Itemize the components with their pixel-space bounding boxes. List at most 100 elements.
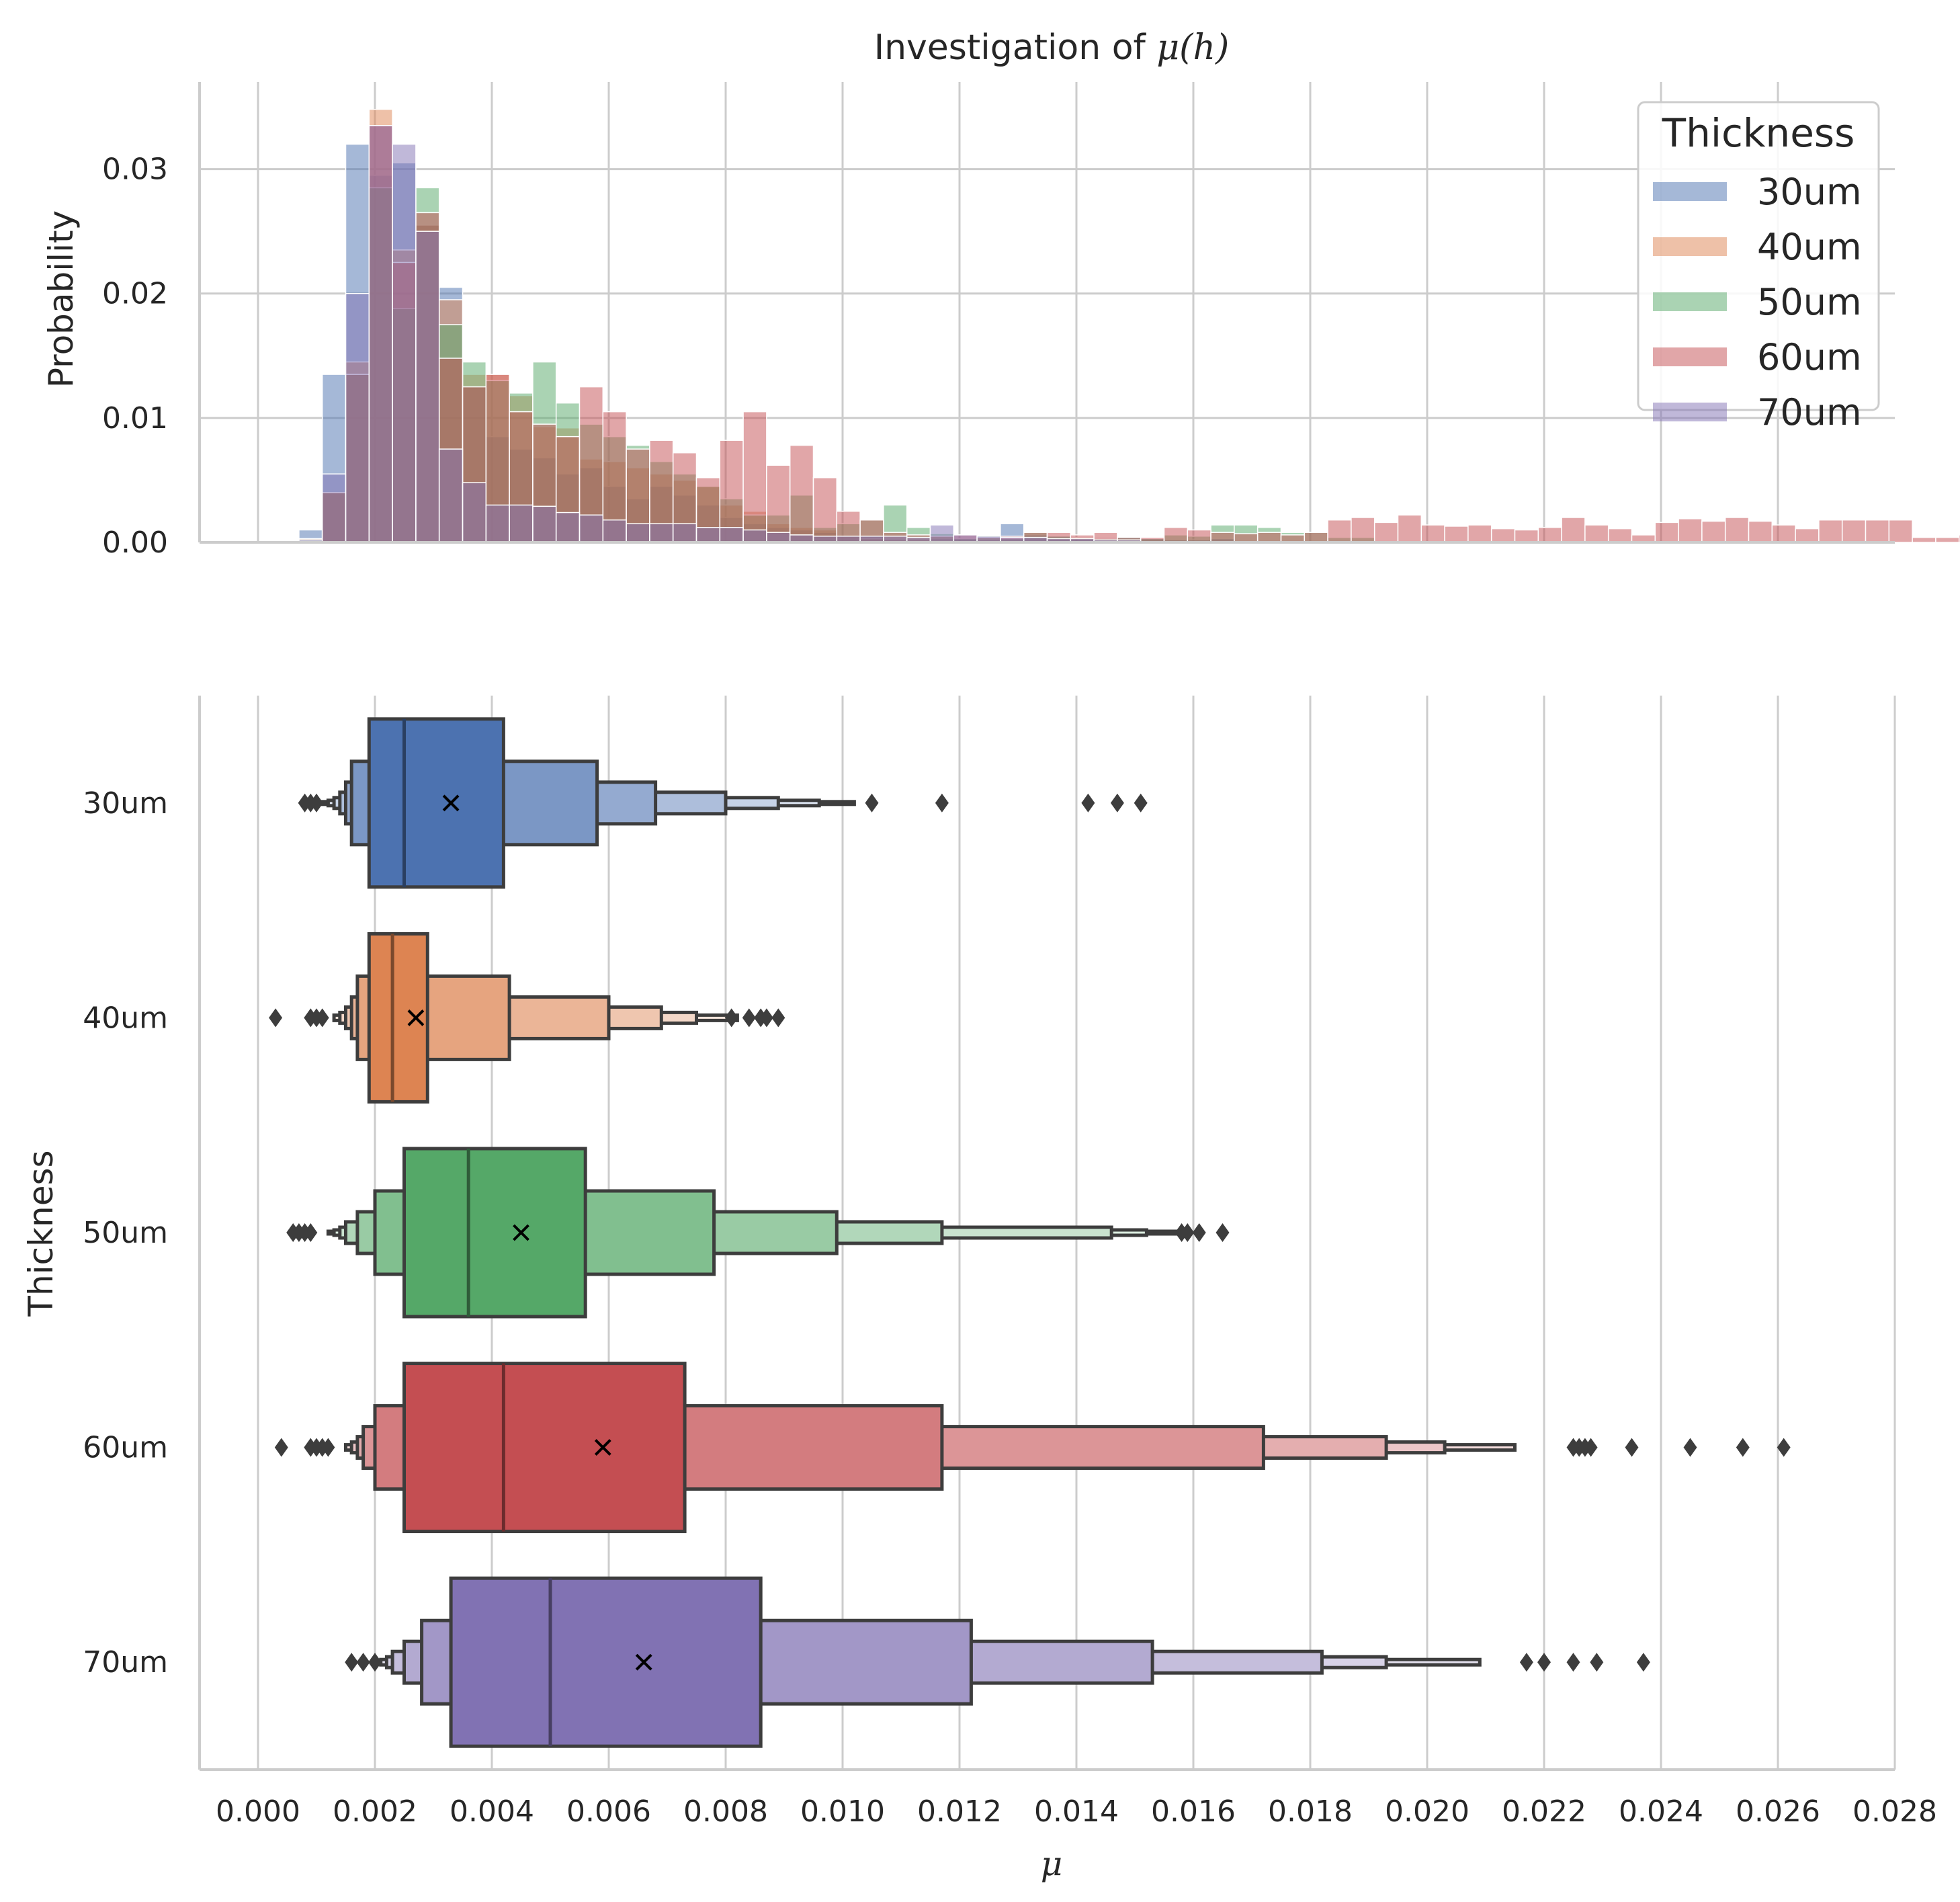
boxen-outlier-40um	[759, 1008, 773, 1028]
boxen-outlier-60um	[1584, 1438, 1598, 1457]
boxen-axes	[198, 696, 1895, 1771]
hist-bar-60um	[1654, 522, 1679, 543]
hist-bar-60um	[1490, 528, 1516, 543]
boxen-outlier-50um	[1181, 1223, 1195, 1242]
hist-bar-60um	[1935, 536, 1960, 543]
boxen-outlier-60um	[1625, 1438, 1639, 1457]
hist-bar-60um	[1327, 519, 1352, 543]
boxen-60um	[274, 1362, 1791, 1534]
hist-bar-60um	[1537, 527, 1562, 543]
hist-bar-60um	[1397, 514, 1422, 543]
boxen-outlier-40um	[724, 1008, 738, 1028]
hist-bar-70um	[462, 482, 487, 543]
hist-bar-70um	[579, 514, 604, 543]
hist-bar-70um	[929, 524, 955, 543]
x-tick-labels: 0.000 0.002 0.004 0.006 0.008 0.010 0.012 0.014…	[216, 1794, 1937, 1829]
x-tick-label: 0.000	[216, 1794, 300, 1829]
boxen-outlier-70um	[1566, 1653, 1580, 1672]
boxen-mean-marker-50um	[513, 1224, 529, 1241]
hist-bar-60um	[1304, 532, 1328, 543]
legend-label-30um: 30um	[1757, 171, 1862, 213]
hist-bar-70um	[695, 527, 721, 543]
hist-bar-60um	[1467, 524, 1492, 543]
histogram-bars	[298, 108, 1960, 543]
histogram-y-tick-label: 0.03	[102, 153, 168, 187]
boxen-30um	[298, 717, 1148, 889]
hist-bar-60um	[1865, 519, 1890, 543]
hist-bar-60um	[1958, 534, 1960, 543]
histogram-y-tick-label: 0.02	[102, 277, 168, 311]
legend-entries: 30um 40um 50um 60um 70um	[1653, 171, 1862, 433]
histogram-y-tick-label: 0.00	[102, 526, 168, 560]
boxen-outlier-30um	[935, 793, 949, 813]
legend-label-70um: 70um	[1757, 391, 1862, 433]
legend-label-40um: 40um	[1757, 226, 1862, 268]
hist-bar-60um	[1373, 522, 1399, 543]
hist-bar-60um	[1748, 520, 1773, 543]
boxen-outlier-70um	[1590, 1653, 1604, 1672]
boxen-panel: 0.000 0.002 0.004 0.006 0.008 0.010 0.012 0.014…	[22, 696, 1937, 1883]
boxen-glyphs	[269, 717, 1791, 1748]
boxen-outlier-50um	[1192, 1223, 1206, 1242]
category-label-30um: 30um	[83, 786, 168, 821]
hist-bar-70um	[321, 473, 347, 543]
histogram-axes	[198, 82, 1895, 544]
histogram-y-tick-labels: 0.00 0.01 0.02 0.03	[102, 153, 168, 560]
x-tick-label: 0.016	[1151, 1794, 1236, 1829]
hist-bar-60um	[1678, 518, 1703, 543]
legend: Thickness 30um 40um 50um 60um 70um	[1637, 101, 1880, 433]
boxen-outlier-60um	[1683, 1438, 1697, 1457]
hist-bar-70um	[672, 523, 697, 543]
boxen-outlier-70um	[368, 1653, 382, 1672]
category-label-60um: 60um	[83, 1431, 168, 1465]
boxen-outlier-30um	[310, 793, 323, 813]
boxen-outlier-70um	[1636, 1653, 1650, 1672]
legend-swatch-70um	[1653, 403, 1727, 421]
legend-frame	[1637, 101, 1880, 411]
x-tick-label: 0.008	[683, 1794, 768, 1829]
x-tick-label: 0.028	[1852, 1794, 1937, 1829]
boxen-outlier-50um	[1216, 1223, 1230, 1242]
hist-bar-60um	[1420, 524, 1445, 543]
boxen-50um	[286, 1147, 1230, 1319]
legend-label-60um: 60um	[1757, 336, 1862, 378]
legend-swatch-40um	[1653, 237, 1727, 256]
boxen-outlier-70um	[1537, 1653, 1551, 1672]
boxen-mean-marker-30um	[442, 794, 460, 812]
hist-bar-60um	[1514, 529, 1539, 543]
boxen-box-50um-level-1	[402, 1147, 587, 1319]
hist-bar-60um	[1888, 519, 1913, 543]
hist-bar-60um	[1187, 529, 1211, 543]
hist-bar-60um	[1771, 524, 1796, 543]
y-axis-label-probability: Probability	[42, 210, 81, 388]
hist-bar-60um	[1561, 517, 1586, 543]
boxen-outlier-40um	[269, 1008, 283, 1028]
legend-swatch-30um	[1653, 182, 1727, 201]
hist-bar-70um	[742, 529, 767, 543]
boxen-outlier-30um	[1134, 793, 1148, 813]
legend-swatch-60um	[1653, 347, 1727, 366]
hist-bar-70um	[438, 448, 464, 543]
category-tick-labels: 30um 40um 50um 60um 70um	[83, 786, 168, 1680]
boxen-outlier-60um	[321, 1438, 335, 1457]
hist-bar-70um	[719, 527, 744, 543]
hist-bar-60um	[1912, 536, 1936, 543]
x-tick-label: 0.012	[917, 1794, 1002, 1829]
x-tick-label: 0.020	[1385, 1794, 1469, 1829]
category-label-50um: 50um	[83, 1216, 168, 1250]
hist-bar-60um	[1210, 532, 1235, 543]
hist-bar-70um	[392, 143, 417, 543]
hist-bar-70um	[766, 532, 791, 543]
hist-bar-60um	[1841, 519, 1867, 543]
category-label-70um: 70um	[83, 1645, 168, 1680]
boxen-box-30um-level-1	[367, 717, 505, 889]
x-tick-label: 0.010	[800, 1794, 885, 1829]
chart-title: Investigation of μ(h)	[874, 28, 1230, 68]
boxen-box-60um-level-1	[402, 1362, 687, 1534]
hist-bar-70um	[649, 523, 674, 543]
boxen-outlier-40um	[742, 1008, 756, 1028]
hist-bar-60um	[1444, 526, 1469, 543]
histogram-panel: Investigation of μ(h) 0.00 0.01 0.02 0.03 P…	[42, 28, 1960, 560]
boxen-outlier-40um	[771, 1008, 785, 1028]
boxen-outlier-40um	[315, 1008, 329, 1028]
